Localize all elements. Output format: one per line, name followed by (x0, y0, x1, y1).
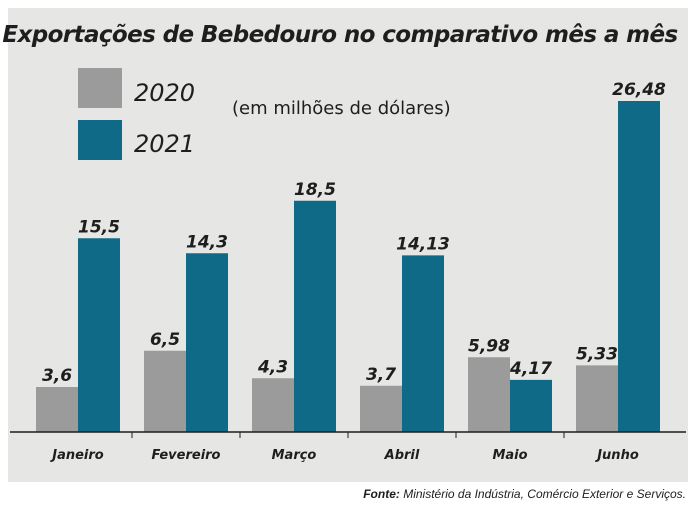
data-label-2021-maio: 4,17 (509, 359, 552, 379)
legend-swatch-2021 (78, 120, 122, 160)
bar-2020-maio (468, 357, 510, 432)
data-label-2020-marco: 4,3 (257, 357, 288, 377)
bar-2020-junho (576, 365, 618, 432)
category-label-abril: Abril (384, 448, 420, 463)
bar-2021-marco (294, 200, 336, 432)
source-text: Ministério da Indústria, Comércio Exteri… (403, 487, 686, 501)
bar-2020-abril (360, 385, 402, 432)
data-label-2021-marco: 18,5 (294, 180, 336, 200)
source-note: Fonte: Ministério da Indústria, Comércio… (363, 487, 686, 501)
bar-2021-maio (510, 379, 552, 432)
data-label-2020-junho: 5,33 (576, 344, 618, 364)
data-label-2020-maio: 5,98 (468, 336, 510, 356)
bar-2020-janeiro (36, 387, 78, 432)
source-label: Fonte: (363, 487, 400, 501)
data-label-2020-abril: 3,7 (366, 365, 396, 385)
bar-2021-abril (402, 255, 444, 432)
data-label-2020-fevereiro: 6,5 (150, 330, 180, 350)
category-label-janeiro: Janeiro (49, 448, 104, 463)
bar-2021-junho (618, 101, 660, 432)
legend-swatch-2020 (78, 68, 122, 108)
data-label-2021-janeiro: 15,5 (78, 217, 120, 237)
category-label-fevereiro: Fevereiro (151, 448, 220, 463)
chart-title: Exportações de Bebedouro no comparativo … (2, 22, 678, 48)
bar-2021-fevereiro (186, 253, 228, 432)
legend-label-2021: 2021 (134, 130, 196, 158)
data-label-2021-fevereiro: 14,3 (186, 232, 228, 252)
category-label-marco: Março (272, 448, 317, 463)
bar-2020-marco (252, 378, 294, 432)
category-label-junho: Junho (594, 448, 639, 463)
chart-subtitle: (em milhões de dólares) (232, 98, 451, 119)
bar-2020-fevereiro (144, 350, 186, 432)
data-label-2021-abril: 14,13 (396, 234, 450, 254)
legend-label-2020: 2020 (134, 79, 196, 107)
category-label-maio: Maio (492, 448, 527, 463)
data-label-2020-janeiro: 3,6 (42, 366, 72, 386)
bar-2021-janeiro (78, 238, 120, 432)
data-label-2021-junho: 26,48 (612, 80, 666, 100)
